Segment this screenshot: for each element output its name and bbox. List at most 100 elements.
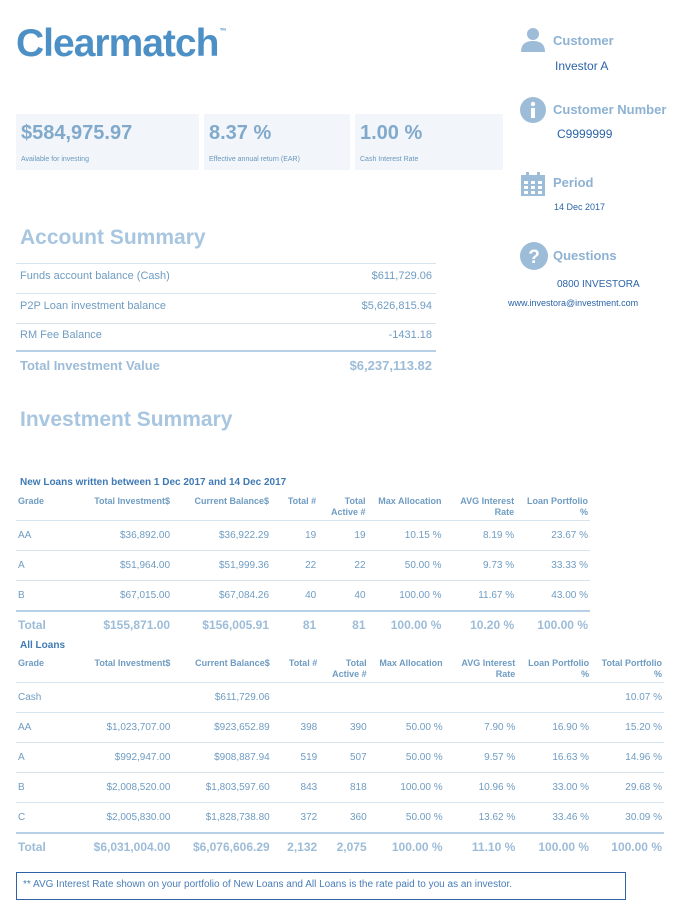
- table-cell: [368, 682, 445, 713]
- kpi-label: Cash Interest Rate: [360, 156, 419, 163]
- table-cell: $1,023,707.00: [73, 712, 173, 743]
- svg-text:?: ?: [528, 247, 540, 268]
- all-loans-table: Grade Total Investment$ Current Balance$…: [16, 658, 664, 860]
- table-row: A $992,947.00 $908,887.94 519 507 50.00 …: [16, 742, 664, 773]
- footnote-box: ** AVG Interest Rate shown on your portf…: [16, 872, 626, 900]
- table-row: B $67,015.00 $67,084.26 40 40 100.00 % 1…: [16, 580, 590, 611]
- table-cell: 50.00 %: [368, 802, 445, 833]
- table-cell: $156,005.91: [172, 609, 272, 638]
- table-cell: $36,892.00: [73, 520, 173, 551]
- kpi-value: 1.00 %: [360, 122, 423, 144]
- table-cell: 9.73 %: [443, 550, 517, 581]
- table-cell: 33.46 %: [517, 802, 592, 833]
- table-cell: $2,005,830.00: [73, 802, 173, 833]
- all-loans-subtitle: All Loans: [20, 640, 66, 651]
- footnote-text: ** AVG Interest Rate shown on your portf…: [23, 879, 512, 890]
- table-cell: 11.10 %: [444, 831, 518, 860]
- table-cell: 10.15 %: [367, 520, 444, 551]
- account-row: RM Fee Balance -1431.18: [16, 323, 436, 352]
- column-header: Current Balance$: [195, 658, 270, 668]
- table-cell: 14.96 %: [591, 742, 664, 773]
- table-cell: 2,075: [319, 831, 369, 860]
- table-cell: 22: [271, 550, 319, 581]
- table-cell: $1,828,738.80: [172, 802, 272, 833]
- table-cell: 33.00 %: [517, 772, 592, 803]
- divider: [16, 263, 436, 264]
- table-row: Cash $611,729.06 10.07 %: [16, 682, 664, 713]
- table-cell: 10.96 %: [444, 772, 518, 803]
- table-cell: Total: [16, 609, 74, 638]
- table-cell: [444, 682, 518, 713]
- table-cell: $51,999.36: [172, 550, 272, 581]
- table-cell: 30.09 %: [591, 802, 664, 833]
- table-cell: $908,887.94: [172, 742, 272, 773]
- table-cell: 100.00 %: [517, 831, 592, 860]
- table-cell: A: [16, 742, 74, 773]
- table-cell: 519: [271, 742, 320, 773]
- table-cell: AA: [16, 712, 74, 743]
- kpi-value: 8.37 %: [209, 122, 272, 144]
- table-cell: [73, 682, 173, 713]
- table-row: A $51,964.00 $51,999.36 22 22 50.00 % 9.…: [16, 550, 590, 581]
- kpi-label: Effective annual return (EAR): [209, 156, 300, 163]
- table-cell: 100.00 %: [368, 772, 445, 803]
- account-row-value: $611,729.06: [371, 270, 432, 282]
- table-cell: 843: [271, 772, 320, 803]
- table-cell: 100.00 %: [516, 609, 590, 638]
- column-header: Total Active #: [332, 658, 367, 679]
- table-cell: 16.63 %: [517, 742, 592, 773]
- column-header: Total Active #: [330, 496, 366, 517]
- column-header: Max Allocation: [379, 658, 443, 668]
- account-row-label: RM Fee Balance: [20, 329, 102, 341]
- info-icon: [520, 97, 546, 123]
- questions-email[interactable]: www.investora@investment.com: [508, 298, 639, 308]
- table-cell: $6,076,606.29: [172, 831, 272, 860]
- table-cell: B: [16, 580, 74, 611]
- calendar-icon: [521, 172, 545, 196]
- questions-phone: 0800 INVESTORA: [557, 279, 640, 290]
- kpi-value: $584,975.97: [21, 122, 133, 144]
- account-row: Funds account balance (Cash) $611,729.06: [16, 264, 436, 294]
- table-cell: [319, 682, 369, 713]
- table-cell: 507: [319, 742, 369, 773]
- table-cell: Total: [16, 831, 74, 860]
- table-cell: B: [16, 772, 74, 803]
- table-row: B $2,008,520.00 $1,803,597.60 843 818 10…: [16, 772, 664, 803]
- table-cell: 43.00 %: [516, 580, 590, 611]
- table-cell: 818: [319, 772, 369, 803]
- table-cell: $2,008,520.00: [73, 772, 173, 803]
- table-cell: 13.62 %: [444, 802, 518, 833]
- table-cell: 19: [318, 520, 368, 551]
- column-header: Total Portfolio %: [601, 658, 662, 679]
- table-cell: 50.00 %: [368, 712, 445, 743]
- table-cell: 15.20 %: [591, 712, 664, 743]
- table-cell: 50.00 %: [368, 742, 445, 773]
- account-row-value: -1431.18: [388, 329, 432, 341]
- column-header: Grade: [18, 496, 45, 506]
- clearmatch-logo: Clearmatch™: [16, 22, 226, 66]
- table-cell: 19: [271, 520, 319, 551]
- customer-value: Investor A: [555, 59, 609, 73]
- table-cell: 390: [319, 712, 369, 743]
- table-cell: $51,964.00: [73, 550, 173, 581]
- question-icon: ?: [520, 242, 548, 270]
- table-cell: 100.00 %: [591, 831, 664, 860]
- account-row-label: P2P Loan investment balance: [20, 300, 166, 312]
- kpi-ear: 8.37 % Effective annual return (EAR): [204, 114, 350, 170]
- column-header: Current Balance$: [194, 496, 270, 506]
- table-cell: [517, 682, 592, 713]
- table-cell: 22: [318, 550, 368, 581]
- account-row-label: Funds account balance (Cash): [20, 270, 170, 282]
- new-loans-table: Grade Total Investment$ Current Balance$…: [16, 496, 590, 638]
- account-total-label: Total Investment Value: [20, 358, 160, 373]
- investment-summary-title: Investment Summary: [20, 408, 233, 431]
- table-cell: $611,729.06: [172, 682, 272, 713]
- table-row: AA $1,023,707.00 $923,652.89 398 390 50.…: [16, 712, 664, 743]
- table-cell: 100.00 %: [367, 609, 444, 638]
- table-cell: 372: [271, 802, 320, 833]
- table-cell: $67,015.00: [73, 580, 173, 611]
- table-cell: 7.90 %: [444, 712, 518, 743]
- column-header: AVG Interest Rate: [461, 658, 516, 679]
- kpi-label: Available for investing: [21, 156, 89, 163]
- customer-number-value: C9999999: [557, 127, 613, 141]
